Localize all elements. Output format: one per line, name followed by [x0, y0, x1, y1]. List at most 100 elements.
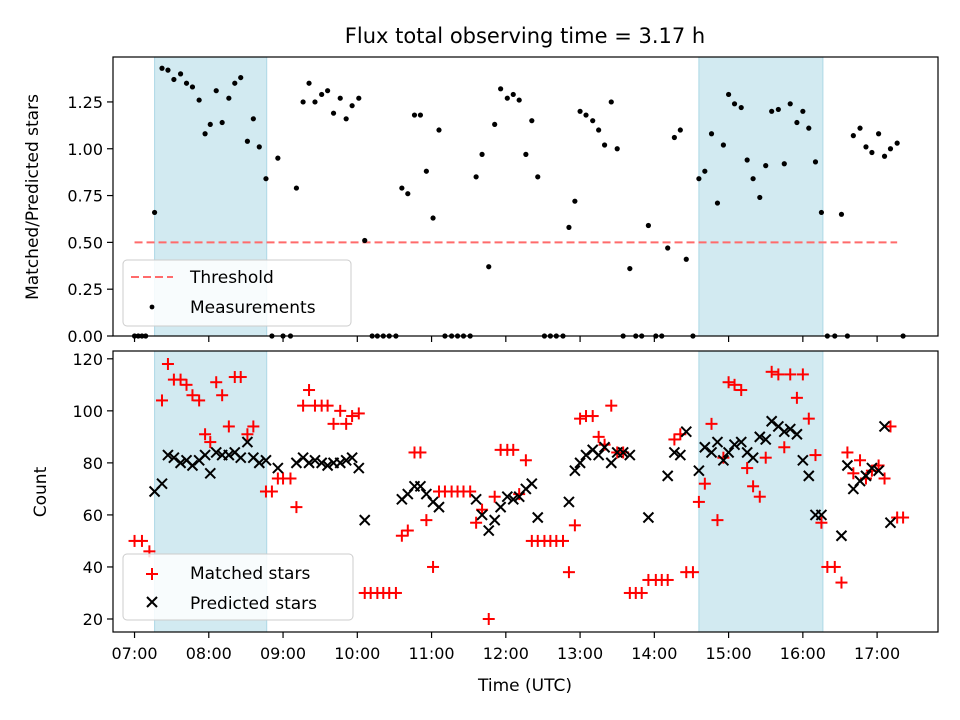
matched-star-point	[661, 573, 674, 586]
measurement-point	[436, 127, 442, 133]
top-y-axis-label: Matched/Predicted stars	[23, 94, 43, 300]
predicted-star-point	[866, 462, 878, 474]
measurement-point	[213, 88, 219, 94]
matched-star-point	[199, 428, 212, 441]
measurement-point	[590, 118, 596, 124]
matched-star-point	[772, 368, 785, 381]
matched-star-point	[815, 516, 828, 529]
top-y-tick-label: 0.75	[67, 187, 103, 206]
measurement-point	[744, 157, 750, 163]
bottom-x-tick-label: 16:00	[780, 644, 826, 663]
measurement-point	[219, 119, 225, 126]
matched-star-point	[574, 412, 587, 425]
matched-star-point	[897, 511, 910, 524]
measurement-point	[838, 211, 845, 217]
predicted-star-point	[210, 446, 222, 459]
measurement-point	[750, 176, 756, 182]
predicted-star-point	[526, 477, 538, 490]
threshold-legend-label: Threshold	[189, 268, 274, 288]
matched-star-point	[265, 485, 278, 498]
measurement-point	[411, 112, 418, 118]
measurement-point	[583, 112, 589, 118]
matched-star-point	[705, 417, 718, 430]
matched-legend-swatch	[146, 568, 158, 580]
predicted-star-point	[260, 454, 272, 466]
matched-star-point	[470, 516, 483, 529]
predicted-star-point	[563, 496, 575, 508]
predicted-star-point	[624, 449, 636, 461]
predicted-star-point	[728, 438, 741, 451]
matched-star-point	[841, 446, 854, 459]
measurement-point	[293, 185, 300, 191]
measurement-point	[202, 131, 208, 137]
top-panel-frame	[112, 56, 939, 337]
predicted-star-point	[321, 459, 334, 472]
measurement-point	[577, 108, 583, 114]
measurement-point	[196, 97, 202, 103]
predicted-star-point	[592, 449, 605, 461]
measurement-point	[516, 97, 522, 103]
bottom-x-tick-label: 07:00	[111, 644, 157, 663]
measurements-legend-swatch	[149, 304, 155, 310]
predicted-star-point	[507, 493, 519, 506]
predicted-star-point	[174, 457, 187, 469]
matched-star-point	[241, 428, 254, 441]
measurement-point	[857, 125, 863, 131]
predicted-star-point	[162, 449, 174, 461]
measurement-point	[800, 108, 806, 114]
predicted-star-point	[680, 425, 692, 438]
measurement-point	[596, 127, 602, 133]
measurement-point	[572, 198, 578, 204]
matched-star-point	[796, 368, 809, 381]
measurement-point	[702, 168, 708, 174]
measurement-point	[256, 144, 262, 150]
predicted-star-point	[754, 431, 766, 443]
measurement-point	[627, 265, 633, 272]
predicted-star-point	[605, 457, 617, 469]
predicted-star-point	[494, 501, 507, 513]
matched-star-point	[635, 586, 648, 599]
bottom-x-tick-label: 12:00	[483, 644, 529, 663]
predicted-star-point	[784, 423, 796, 435]
matched-star-point	[728, 378, 741, 391]
bottom-x-tick-label: 17:00	[854, 644, 900, 663]
measurement-point	[473, 174, 479, 180]
predicted-star-point	[532, 511, 544, 524]
measurement-point	[794, 119, 800, 126]
matched-star-point	[835, 576, 848, 589]
matched-star-point	[884, 420, 897, 433]
measurement-point	[731, 101, 738, 107]
predicted-star-point	[334, 457, 346, 469]
measurement-point	[362, 237, 368, 244]
predicted-star-point	[617, 446, 629, 459]
matched-star-point	[562, 566, 575, 579]
predicted-star-point	[223, 449, 235, 461]
matched-star-point	[568, 519, 581, 532]
measurement-point	[763, 163, 769, 169]
predicted-star-point	[803, 470, 815, 482]
measurement-point	[714, 200, 721, 206]
measurement-point	[171, 76, 177, 83]
measurement-point	[781, 161, 787, 167]
matched-star-point	[180, 378, 193, 391]
predicted-star-point	[433, 501, 445, 513]
measurement-point	[275, 155, 281, 161]
matched-star-point	[420, 514, 433, 527]
matched-star-point	[802, 412, 815, 425]
matched-star-point	[790, 391, 803, 404]
measurement-point	[337, 95, 343, 101]
bottom-x-tick-label: 13:00	[557, 644, 603, 663]
predicted-star-point	[168, 451, 180, 464]
bottom-x-tick-label: 11:00	[409, 644, 455, 663]
bottom-y-tick-label: 20	[83, 610, 103, 629]
bottom-x-ticks: 07:00 08:00 09:00 10:00 11:00 12:00 13:00 14:00…	[111, 632, 900, 663]
measurement-point	[300, 99, 306, 105]
measurement-point	[665, 245, 671, 251]
predicted-star-point	[674, 449, 687, 461]
measurement-point	[738, 104, 744, 111]
matched-star-point	[586, 410, 599, 423]
top-legend: Threshold Measurements	[122, 259, 352, 327]
predicted-star-point	[199, 449, 211, 461]
predicted-star-point	[693, 464, 705, 477]
